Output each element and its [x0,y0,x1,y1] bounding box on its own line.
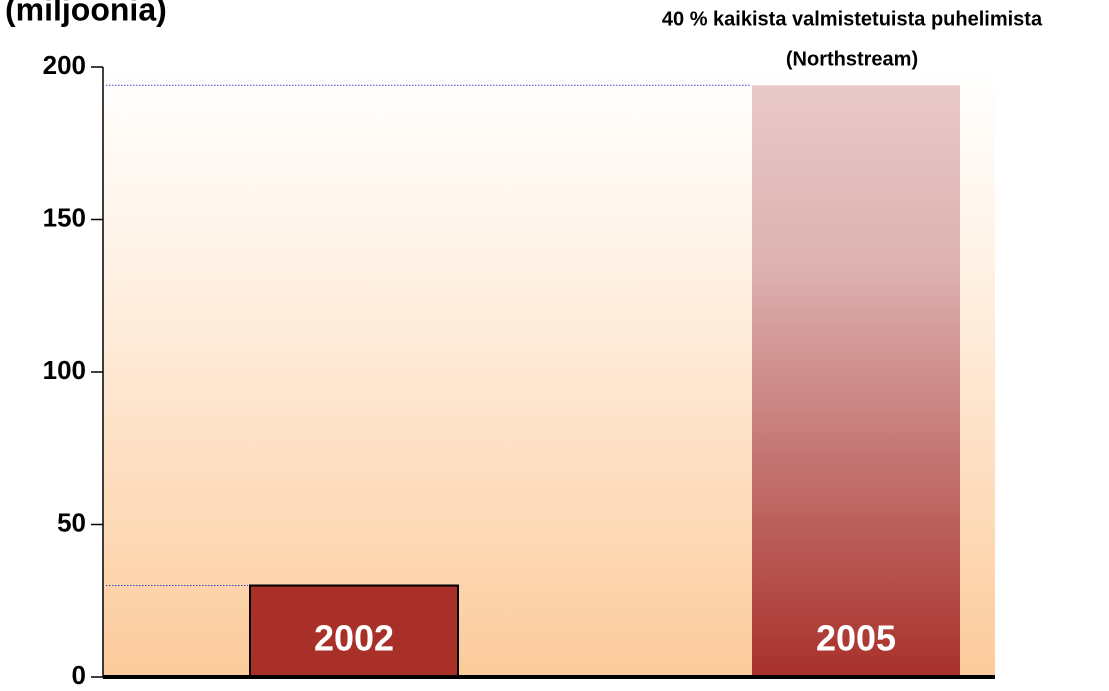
chart-title: (miljoonia) [5,0,167,27]
y-tick-label: 50 [57,507,86,537]
y-tick-label: 150 [43,202,86,232]
y-tick-label: 100 [43,355,86,385]
y-tick-label: 0 [72,660,86,690]
category-label: 2002 [314,618,394,659]
category-label: 2005 [816,618,896,659]
annotation: 40 % kaikista valmistetuista puhelimista [662,8,1043,30]
annotation: (Northstream) [786,48,918,70]
bar [752,85,960,678]
y-tick-label: 200 [43,50,86,80]
